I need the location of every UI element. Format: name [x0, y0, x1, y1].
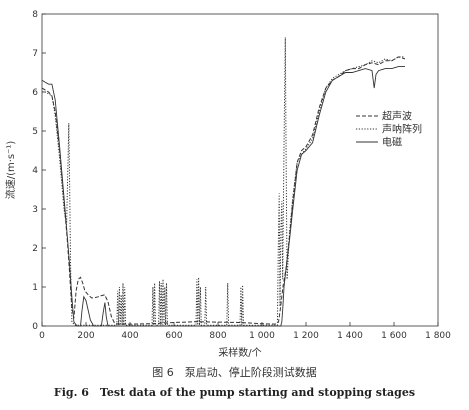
y-tick-label: 1 [32, 283, 38, 293]
x-tick-label: 0 [39, 331, 45, 341]
figure-caption-chinese: 图 6 泵启动、停止阶段测试数据 [152, 366, 317, 379]
x-tick-label: 200 [77, 331, 94, 341]
series-line-1 [41, 56, 406, 325]
x-tick-label: 800 [209, 331, 226, 341]
y-tick-label: 7 [32, 49, 38, 59]
y-axis-label: 流速/(m·s⁻¹) [4, 141, 17, 200]
x-tick-label: 1 800 [425, 331, 451, 341]
plot-frame [41, 13, 439, 327]
y-tick-label: 5 [32, 127, 38, 137]
x-tick-label: 1 400 [337, 331, 363, 341]
series-layer [41, 37, 406, 327]
y-tick-label: 6 [32, 88, 38, 98]
line-chart: 0 200 400 600 800 1 000 1 200 1 400 1 600 1 800 0 1… [4, 10, 451, 359]
series-line-2 [42, 37, 405, 326]
x-tick-label: 1 000 [249, 331, 275, 341]
y-tick-label: 4 [32, 166, 38, 176]
legend-label-3: 电磁 [382, 136, 402, 149]
legend-label-2: 声呐阵列 [382, 123, 422, 136]
figure-caption-english: Fig. 6 Test data of the pump starting an… [53, 386, 416, 399]
y-tick-label: 8 [32, 10, 38, 20]
y-tick-label: 2 [32, 244, 38, 254]
x-tick-label: 400 [121, 331, 138, 341]
x-tick-label: 600 [165, 331, 182, 341]
legend-label-1: 超声波 [382, 110, 412, 123]
y-tick-label: 3 [32, 205, 38, 215]
series-line-3 [41, 66, 405, 327]
axes: 0 200 400 600 800 1 000 1 200 1 400 1 600 1 800 0 1… [32, 10, 451, 341]
x-axis-label: 采样数/个 [218, 346, 261, 359]
y-tick-label: 0 [32, 322, 38, 332]
x-tick-label: 1 600 [381, 331, 407, 341]
x-tick-label: 1 200 [293, 331, 319, 341]
